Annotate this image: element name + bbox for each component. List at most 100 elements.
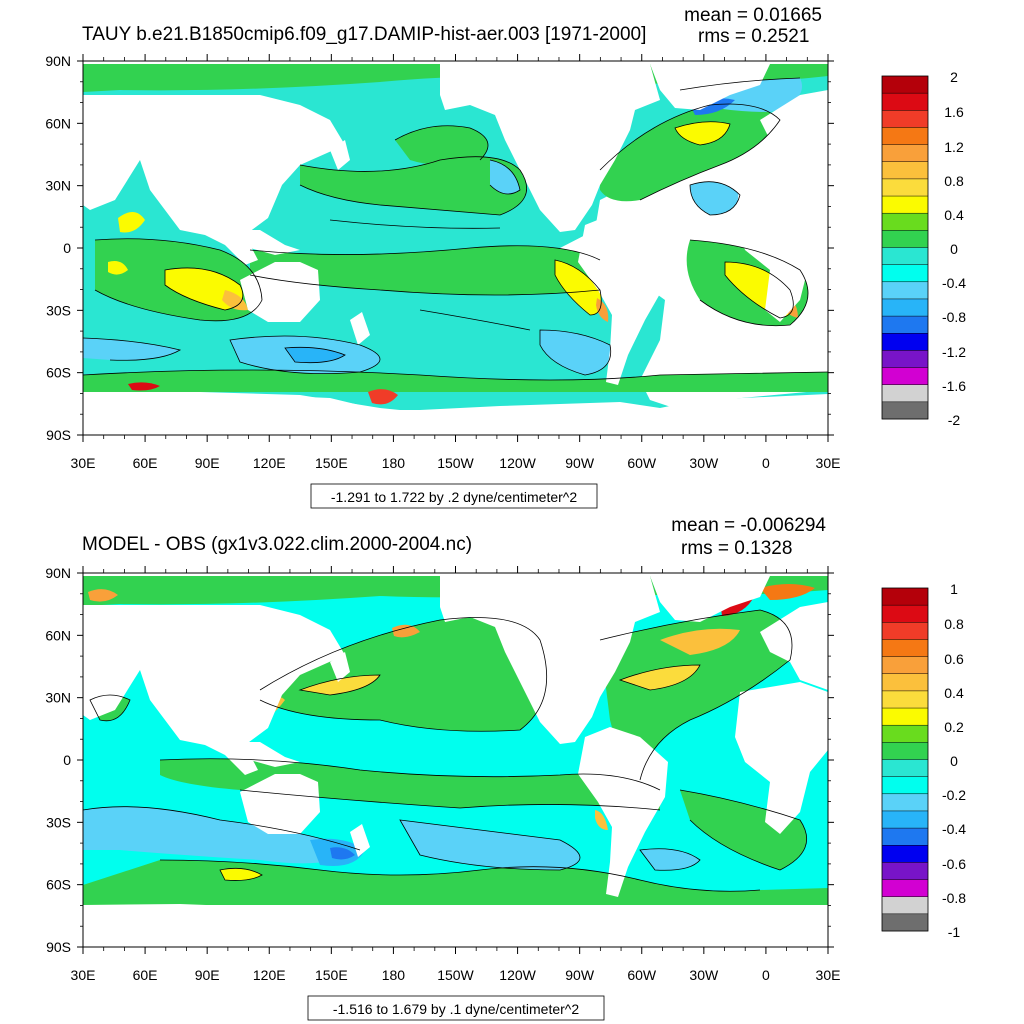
colorbar-label: 0.8 <box>944 616 964 632</box>
footer-box <box>307 995 605 1021</box>
colorbar-swatch <box>882 776 928 795</box>
y-tick-label: 30N <box>45 690 71 706</box>
panel-bottom-difference: MODEL - OBS (gx1v3.022.clim.2000-2004.nc… <box>45 515 966 1021</box>
colorbar-label: -0.4 <box>942 275 966 291</box>
yellow-peru-core <box>555 260 602 315</box>
colorbar-label: 0.6 <box>944 651 964 667</box>
colorbar-label: 2 <box>950 69 958 85</box>
colorbar-swatch <box>882 264 928 283</box>
x-tick-label: 120E <box>253 967 286 983</box>
green-north-pacific <box>260 617 547 732</box>
contour-lines <box>83 77 828 381</box>
colorbar-swatch <box>882 656 928 675</box>
orange-barents <box>760 584 815 600</box>
x-tick-label: 90W <box>565 455 595 471</box>
colorbar: 1 0.8 0.6 0.4 0.2 0 -0.2 -0.4 -0.6 -0.8 -1 <box>881 581 966 940</box>
yellow-arabian <box>118 211 145 233</box>
land-antarctica <box>83 392 828 435</box>
colorbar-swatch <box>882 350 928 368</box>
red-ross-sea <box>368 389 398 405</box>
x-tick-label: 180 <box>382 967 406 983</box>
rms-label: rms = 0.2521 <box>698 26 809 47</box>
colorbar-swatch <box>882 401 928 420</box>
colorbar-swatch <box>882 367 928 385</box>
panel-title: TAUY b.e21.B1850cmip6.f09_g17.DAMIP-hist… <box>82 24 646 45</box>
x-tick-label: 150E <box>315 967 348 983</box>
colorbar-swatch <box>882 862 928 880</box>
x-tick-label: 90E <box>195 455 220 471</box>
yellow-north-pacific <box>300 675 380 695</box>
colorbar-swatch <box>882 333 928 351</box>
x-axis: 30E 60E 90E 120E 150E 180 150W 120W 90W 60W 30W 0 30… <box>71 54 841 471</box>
colorbar-swatch <box>882 588 928 606</box>
land-japan <box>330 652 350 682</box>
x-tick-label: 60E <box>133 455 158 471</box>
map-field <box>83 573 828 947</box>
land-north-america <box>440 576 660 744</box>
orange-peru-core <box>596 298 609 322</box>
colorbar-swatch <box>882 93 928 111</box>
green-north-pacific-upper <box>395 125 488 165</box>
x-tick-label: 30W <box>689 967 719 983</box>
blue-south-atlantic-core <box>640 848 700 871</box>
colorbar-label: -2 <box>948 412 961 428</box>
colorbar-swatch <box>882 316 928 334</box>
x-tick-label: 30E <box>816 455 841 471</box>
colorbar-label: 1.6 <box>944 104 964 120</box>
colorbar-label: -1.2 <box>942 344 966 360</box>
y-tick-label: 90N <box>45 53 71 69</box>
x-tick-label: 120E <box>253 455 286 471</box>
blue-north-pacific <box>490 160 520 194</box>
colorbar-swatch <box>882 913 928 932</box>
colorbar-label: -0.6 <box>942 856 966 872</box>
colorbar-swatch <box>882 828 928 846</box>
y-tick-label: 0 <box>63 752 71 768</box>
land-eurasia-africa <box>83 95 345 265</box>
x-tick-label: 0 <box>762 967 770 983</box>
y-tick-label: 0 <box>63 240 71 256</box>
colorbar-swatch <box>882 144 928 163</box>
x-tick-label: 30E <box>71 967 96 983</box>
green-southern-ocean <box>83 860 828 905</box>
y-axis: 90N 60N 30N 0 30S 60S 90S <box>45 53 834 443</box>
blue-south-america <box>540 330 611 375</box>
green-south-atlantic <box>680 790 807 870</box>
colorbar-swatch <box>882 127 928 145</box>
orange-indian-core <box>222 290 248 311</box>
land-japan <box>330 140 350 170</box>
land-africa <box>735 682 828 834</box>
y-tick-label: 60N <box>45 115 71 131</box>
colorbar-swatch <box>882 384 928 403</box>
colorbar-swatch <box>882 110 928 128</box>
blue-core-dark <box>330 847 355 860</box>
blue-southern-indian <box>83 806 360 864</box>
colorbar-label: 0.8 <box>944 173 964 189</box>
green-atlantic-north <box>600 104 780 202</box>
green-tropics-pacific <box>250 245 600 295</box>
colorbar-label: -1.6 <box>942 378 966 394</box>
land-greenland <box>650 576 770 622</box>
colorbar-label: -0.8 <box>942 890 966 906</box>
blue-southern-pacific <box>400 820 580 870</box>
colorbar-swatch <box>882 810 928 829</box>
footer-text: -1.291 to 1.722 by .2 dyne/centimeter^2 <box>331 489 577 505</box>
land-north-america <box>440 64 660 232</box>
land-indonesia <box>230 230 300 255</box>
orange-arabian <box>88 589 118 602</box>
y-tick-label: 30S <box>46 814 71 830</box>
colorbar-label: -0.2 <box>942 787 966 803</box>
colorbar-swatch <box>882 247 928 265</box>
colorbar-label: 0 <box>950 753 958 769</box>
panel-top-tauy: TAUY b.e21.B1850cmip6.f09_g17.DAMIP-hist… <box>45 5 966 509</box>
colorbar-swatch <box>882 708 928 726</box>
y-tick-label: 90N <box>45 565 71 581</box>
blue-north-atlantic <box>690 181 740 215</box>
land-new-zealand <box>350 312 370 345</box>
yellow-peru <box>595 810 608 830</box>
colorbar-swatch <box>882 725 928 743</box>
x-tick-label: 0 <box>762 455 770 471</box>
colorbar-label: 0.2 <box>944 719 964 735</box>
x-tick-label: 90E <box>195 967 220 983</box>
x-tick-label: 30E <box>71 455 96 471</box>
